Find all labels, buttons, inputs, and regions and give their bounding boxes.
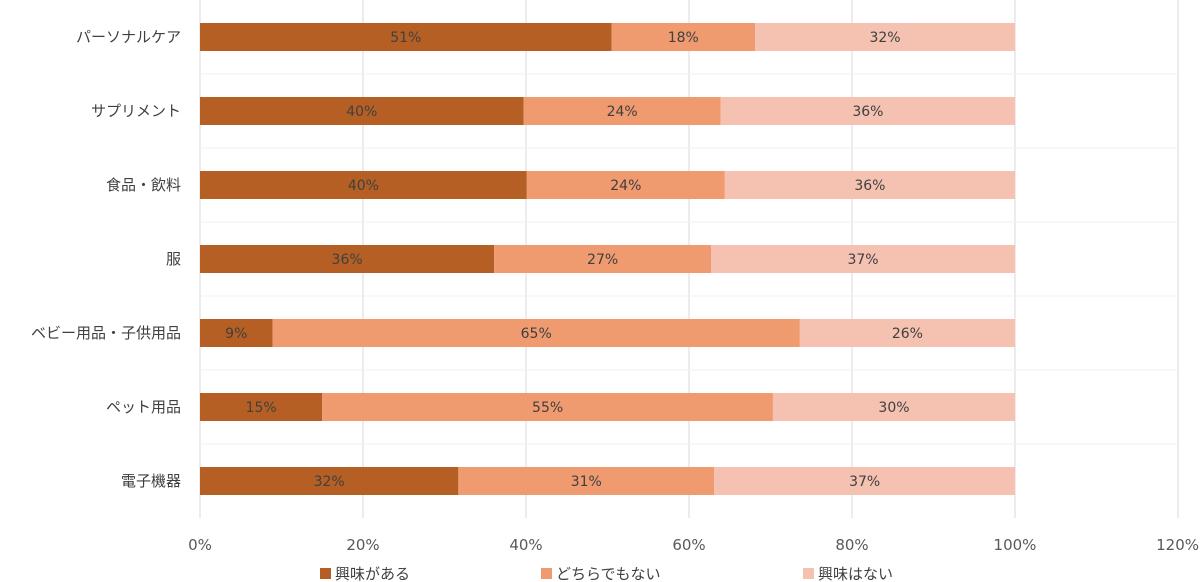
data-label: 24% [610,178,641,194]
category-label: ベビー用品・子供用品 [31,324,181,342]
legend: 興味がある どちらでもない 興味はない [320,565,893,582]
bar-segment [200,245,495,273]
bar-segment [799,319,1015,347]
category-label: ペット用品 [106,398,181,416]
data-labels: 51% 18% 32% 40% 24% 36% 40% 24% 36% 36% 27% 37% 9% 65… [225,30,923,490]
data-label: 26% [892,326,923,342]
data-label: 65% [521,326,552,342]
data-label: 40% [346,104,377,120]
legend-swatch [320,568,331,579]
bar-segment [523,97,721,125]
bar-segment [611,23,756,51]
x-tick-label: 20% [346,536,379,554]
data-label: 15% [246,400,277,416]
x-tick-label: 60% [672,536,705,554]
bar-segment [526,171,725,199]
x-tick-label: 100% [994,536,1037,554]
bar-segment [272,319,800,347]
data-label: 31% [571,474,602,490]
data-label: 27% [587,252,618,268]
data-label: 32% [314,474,345,490]
legend-label: 興味はない [818,565,893,582]
x-tick-label: 120% [1156,536,1199,554]
legend-swatch [541,568,552,579]
x-tick-label: 0% [188,536,212,554]
legend-label: どちらでもない [556,565,661,582]
category-label: パーソナルケア [76,28,181,46]
data-label: 36% [854,178,885,194]
bar-segment [724,171,1015,199]
data-label: 36% [332,252,363,268]
x-axis-ticks: 0% 20% 40% 60% 80% 100% 120% [188,536,1199,554]
data-label: 37% [849,474,880,490]
legend-swatch [803,568,814,579]
bar-segment [772,393,1015,421]
bar-segment [711,245,1015,273]
bars [200,23,1015,495]
bar-segment [494,245,712,273]
category-label: 電子機器 [121,472,181,490]
data-label: 55% [532,400,563,416]
x-tick-label: 80% [835,536,868,554]
x-tick-label: 40% [509,536,542,554]
bar-segment [322,393,773,421]
data-label: 9% [225,326,247,342]
data-label: 32% [869,30,900,46]
bar-segment [458,467,715,495]
data-label: 37% [847,252,878,268]
bar-segment [200,467,459,495]
category-label: 食品・飲料 [106,176,181,194]
data-label: 24% [607,104,638,120]
category-label: 服 [166,250,181,268]
data-label: 18% [668,30,699,46]
bar-segment [200,171,527,199]
data-label: 51% [390,30,421,46]
bar-segment [714,467,1015,495]
bar-segment [200,97,524,125]
bar-segment [200,393,323,421]
data-label: 36% [852,104,883,120]
bar-segment [755,23,1015,51]
bar-segment [720,97,1015,125]
bar-segment [200,23,612,51]
data-label: 30% [878,400,909,416]
data-label: 40% [348,178,379,194]
bar-segment [200,319,273,347]
category-label: サプリメント [91,102,181,120]
legend-label: 興味がある [335,565,410,582]
